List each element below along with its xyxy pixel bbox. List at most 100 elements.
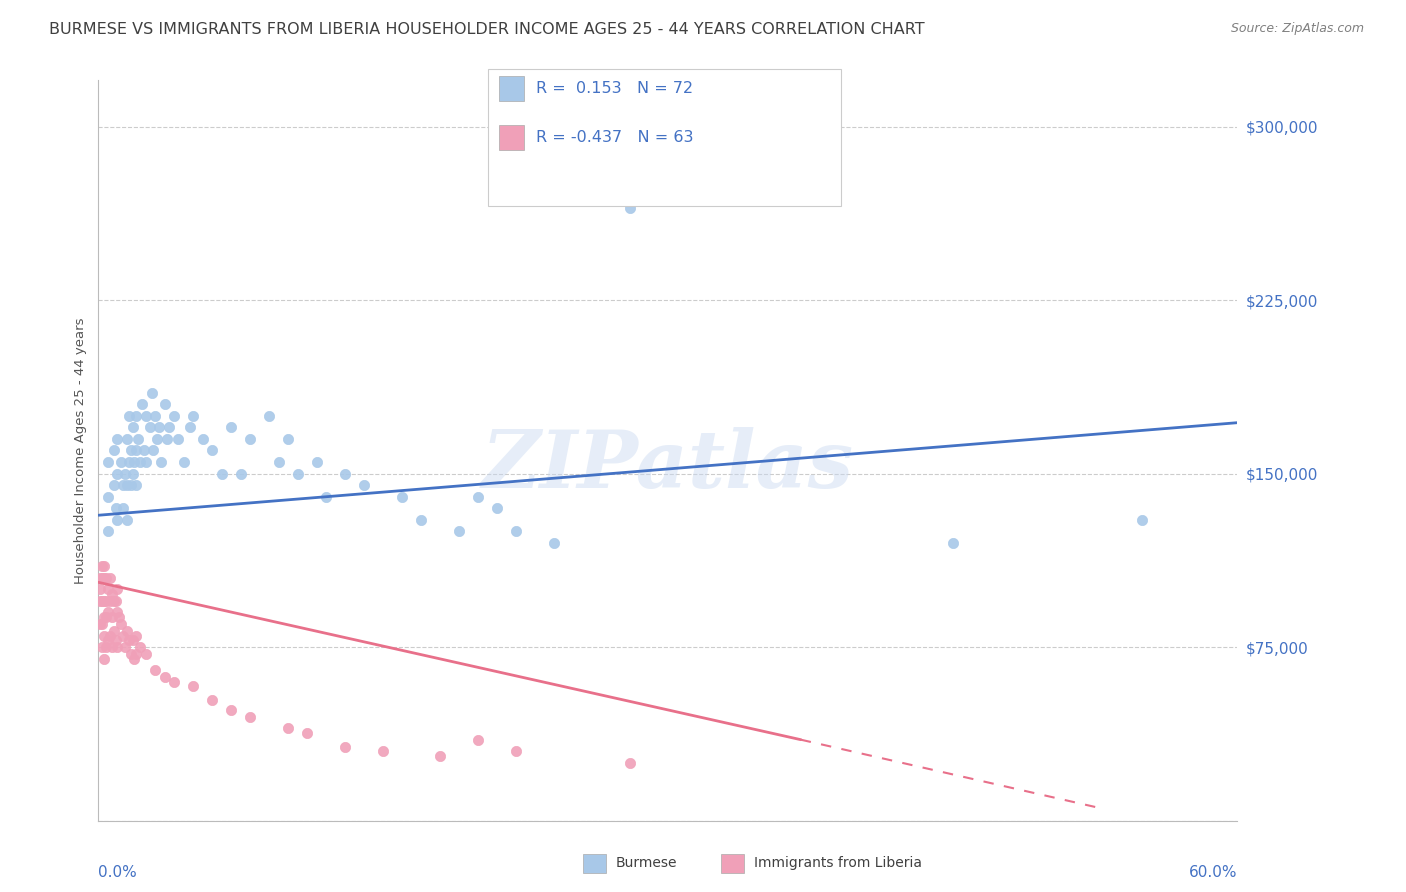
Point	[127, 432, 149, 446]
Point	[97, 455, 120, 469]
Point	[229, 467, 252, 481]
Point	[135, 647, 157, 661]
Point	[287, 467, 309, 481]
Point	[120, 443, 142, 458]
Point	[179, 420, 201, 434]
Point	[148, 420, 170, 434]
Point	[135, 455, 157, 469]
Point	[104, 633, 127, 648]
Point	[125, 647, 148, 661]
Point	[467, 490, 489, 504]
Point	[103, 624, 125, 638]
Point	[371, 744, 394, 758]
Point	[98, 628, 121, 642]
Point	[107, 606, 129, 620]
Point	[94, 571, 117, 585]
Point	[132, 443, 155, 458]
Text: 60.0%: 60.0%	[1189, 865, 1237, 880]
Point	[124, 651, 146, 665]
Point	[429, 748, 451, 763]
Point	[97, 490, 120, 504]
Text: 0.0%: 0.0%	[98, 865, 138, 880]
Point	[120, 647, 142, 661]
Point	[89, 571, 111, 585]
Point	[103, 594, 125, 608]
Point	[467, 732, 489, 747]
Point	[98, 594, 121, 608]
Point	[115, 624, 138, 638]
Point	[173, 455, 195, 469]
Point	[201, 443, 224, 458]
Point	[239, 709, 262, 723]
Point	[103, 443, 125, 458]
Point	[125, 443, 148, 458]
Point	[107, 467, 129, 481]
Point	[543, 536, 565, 550]
Point	[112, 478, 135, 492]
Y-axis label: Householder Income Ages 25 - 44 years: Householder Income Ages 25 - 44 years	[75, 318, 87, 583]
Point	[98, 571, 121, 585]
Text: Immigrants from Liberia: Immigrants from Liberia	[754, 856, 921, 871]
Point	[100, 587, 122, 601]
Point	[505, 744, 527, 758]
Point	[353, 478, 375, 492]
Point	[153, 670, 176, 684]
Point	[297, 725, 319, 739]
Point	[619, 756, 641, 770]
Point	[221, 703, 243, 717]
Point	[112, 628, 135, 642]
Point	[335, 739, 357, 754]
Point	[125, 478, 148, 492]
Text: BURMESE VS IMMIGRANTS FROM LIBERIA HOUSEHOLDER INCOME AGES 25 - 44 YEARS CORRELA: BURMESE VS IMMIGRANTS FROM LIBERIA HOUSE…	[49, 22, 925, 37]
Point	[138, 420, 160, 434]
Point	[93, 651, 115, 665]
Point	[108, 610, 131, 624]
Point	[259, 409, 281, 423]
Point	[100, 640, 122, 654]
Point	[157, 420, 180, 434]
Point	[146, 432, 169, 446]
Point	[486, 501, 509, 516]
Point	[118, 455, 141, 469]
Text: Burmese: Burmese	[616, 856, 678, 871]
Text: R =  0.153   N = 72: R = 0.153 N = 72	[536, 81, 693, 95]
Point	[141, 385, 163, 400]
Point	[201, 693, 224, 707]
Point	[115, 432, 138, 446]
Point	[107, 582, 129, 597]
Point	[118, 409, 141, 423]
Point	[110, 617, 132, 632]
Point	[97, 582, 120, 597]
Point	[145, 663, 167, 677]
Point	[183, 680, 205, 694]
Point	[619, 201, 641, 215]
Point	[94, 594, 117, 608]
Point	[1132, 513, 1154, 527]
Point	[125, 409, 148, 423]
Point	[112, 501, 135, 516]
Text: ZIPatlas: ZIPatlas	[482, 426, 853, 504]
Point	[120, 478, 142, 492]
Point	[121, 420, 143, 434]
Point	[239, 432, 262, 446]
Point	[107, 640, 129, 654]
Point	[91, 594, 114, 608]
Point	[183, 409, 205, 423]
Point	[150, 455, 173, 469]
Point	[104, 501, 127, 516]
Point	[277, 432, 299, 446]
Point	[121, 633, 143, 648]
Point	[221, 420, 243, 434]
Point	[277, 721, 299, 735]
Point	[93, 610, 115, 624]
Point	[91, 617, 114, 632]
Point	[97, 633, 120, 648]
Point	[191, 432, 214, 446]
Point	[103, 478, 125, 492]
Point	[110, 455, 132, 469]
Point	[131, 397, 153, 411]
Point	[97, 524, 120, 539]
Point	[505, 524, 527, 539]
Point	[93, 628, 115, 642]
Point	[93, 571, 115, 585]
